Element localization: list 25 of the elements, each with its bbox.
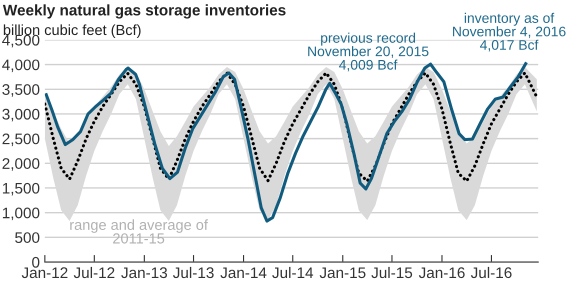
annotation: range and average of 2011-15 [70,219,208,244]
y-tick-label: 2,000 [2,158,40,171]
y-tick-label: 3,000 [2,108,40,122]
line-series [44,71,538,183]
annotation: previous record November 20, 2015 4,009 Bcf [308,32,428,72]
y-tick-label: 500 [15,232,40,244]
x-tick-label: Jul-13 [172,266,214,278]
chart-title: Weekly natural gas storage inventories [2,4,286,19]
x-tick-label: Jan-16 [418,267,465,278]
y-tick-label: 1,500 [2,182,40,196]
x-tick-label: Jul-16 [470,266,512,278]
x-tick-label: Jan-14 [220,267,266,278]
y-tick-label: 0 [32,256,40,268]
x-tick-label: Jul-12 [74,266,114,278]
x-tick-label: Jan-15 [320,267,366,278]
y-tick-label: 4,000 [2,59,40,72]
x-tick-label: Jan-13 [121,267,168,278]
x-tick-label: Jan-12 [22,267,68,278]
annotation: inventory as of November 4, 2016 4,017 Bcf [453,12,566,52]
y-tick-label: 2,500 [2,133,40,146]
y-tick-label: 3,500 [2,84,40,97]
x-tick-label: Jul-14 [272,266,314,278]
y-tick-label: 4,500 [2,34,40,48]
y-tick-label: 1,000 [2,208,40,220]
x-tick-label: Jul-15 [371,266,412,278]
